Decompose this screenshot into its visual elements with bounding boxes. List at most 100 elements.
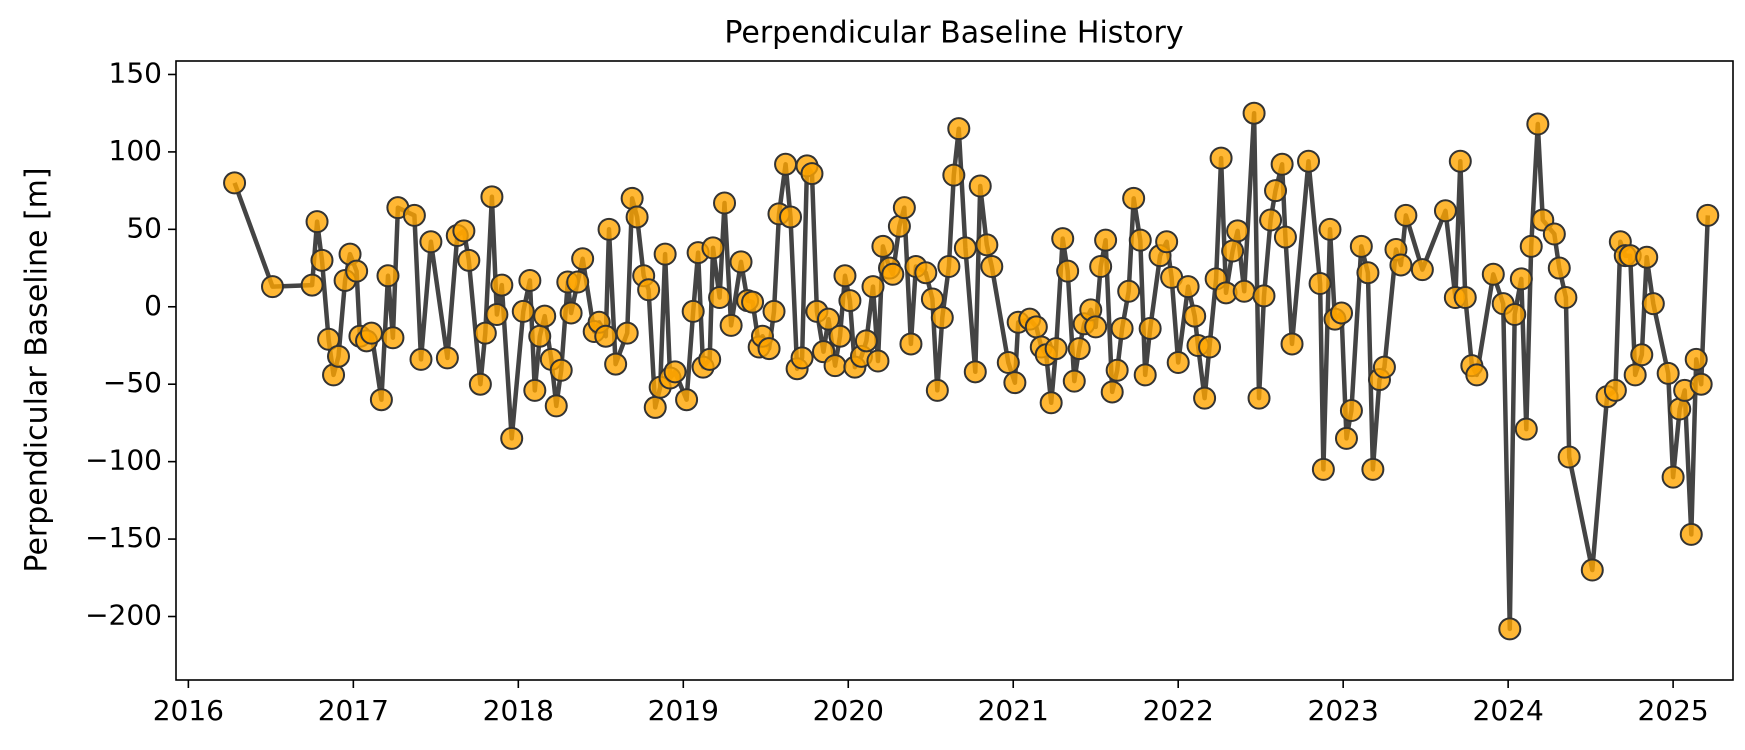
data-point [947, 117, 971, 141]
data-point [653, 242, 677, 266]
y-tick-label: 150 [109, 56, 162, 89]
data-point [675, 388, 699, 412]
data-point [828, 324, 852, 348]
data-point [1089, 255, 1113, 279]
data-point [1623, 363, 1647, 387]
data-point [528, 324, 552, 348]
data-point [1526, 112, 1550, 136]
data-point [953, 236, 977, 260]
data-point [930, 306, 954, 330]
data-point [369, 388, 393, 412]
data-point [1334, 426, 1358, 450]
data-point [1252, 284, 1276, 308]
data-point [942, 163, 966, 187]
plot-area: −200 −150 −100 −50 0 50 100 150 2016 2017 2018 2019… [85, 56, 1720, 727]
data-point [1641, 292, 1665, 316]
x-tick-label: 2016 [153, 694, 224, 727]
data-point [518, 268, 542, 292]
data-point [1361, 457, 1385, 481]
data-point [544, 394, 568, 418]
data-point [326, 344, 350, 368]
data-point [1247, 386, 1271, 410]
data-point [1183, 304, 1207, 328]
data-point [920, 287, 944, 311]
data-point [1372, 355, 1396, 379]
x-tick-label: 2020 [813, 694, 884, 727]
data-point [435, 346, 459, 370]
data-point [1264, 179, 1288, 203]
data-point [1110, 316, 1134, 340]
data-point [1635, 245, 1659, 269]
data-point [1094, 228, 1118, 252]
data-point [1209, 146, 1233, 170]
data-point [1003, 371, 1027, 395]
data-point [1603, 378, 1627, 402]
data-point [1519, 234, 1543, 258]
data-point [1349, 234, 1373, 258]
plot-frame [175, 60, 1734, 681]
x-tick-label: 2021 [978, 694, 1049, 727]
data-point [1311, 457, 1335, 481]
data-point [1297, 149, 1321, 173]
data-point [1221, 239, 1245, 263]
data-point [681, 299, 705, 323]
data-point [604, 352, 628, 376]
x-tick-label: 2024 [1473, 694, 1544, 727]
data-point [774, 152, 798, 176]
data-point [409, 347, 433, 371]
data-point [963, 360, 987, 384]
x-tick-label: 2025 [1637, 694, 1708, 727]
data-point [1242, 101, 1266, 125]
data-point [1580, 558, 1604, 582]
data-point [1138, 316, 1162, 340]
data-point [968, 174, 992, 198]
data-point [833, 264, 857, 288]
data-point [1389, 253, 1413, 277]
data-point [419, 230, 443, 254]
data-point [1410, 258, 1434, 282]
data-point [1394, 203, 1418, 227]
data-point [1481, 262, 1505, 286]
data-point [1067, 337, 1091, 361]
data-point [1630, 343, 1654, 367]
data-point [1084, 315, 1108, 339]
data-point [1226, 219, 1250, 243]
chart-title: Perpendicular Baseline History [724, 16, 1183, 51]
data-point [637, 278, 661, 302]
data-point [1339, 399, 1363, 423]
data-point [300, 273, 324, 297]
data-point [996, 351, 1020, 375]
data-point [317, 327, 341, 351]
data-point [925, 378, 949, 402]
data-point [701, 236, 725, 260]
data-point [779, 205, 803, 229]
data-point [1100, 380, 1124, 404]
data-point [1273, 225, 1297, 249]
data-point [762, 299, 786, 323]
y-tick-label: 0 [144, 289, 162, 322]
data-point [838, 289, 862, 313]
data-point [480, 185, 504, 209]
data-point [892, 196, 916, 220]
y-tick-label: −50 [103, 366, 162, 399]
data-point [1117, 279, 1141, 303]
data-point [615, 321, 639, 345]
data-point [1062, 369, 1086, 393]
data-point [1318, 217, 1342, 241]
data-point [1433, 199, 1457, 223]
data-point [1024, 315, 1048, 339]
data-point [823, 354, 847, 378]
data-point [713, 191, 737, 215]
data-point [1308, 272, 1332, 296]
data-point [500, 426, 524, 450]
data-point [452, 219, 476, 243]
data-point [1270, 152, 1294, 176]
data-point [1330, 301, 1354, 325]
data-point [1051, 227, 1075, 251]
data-point [1039, 391, 1063, 415]
data-point [310, 248, 334, 272]
x-tick-label: 2018 [483, 694, 554, 727]
data-point [402, 203, 426, 227]
data-point [1542, 222, 1566, 246]
